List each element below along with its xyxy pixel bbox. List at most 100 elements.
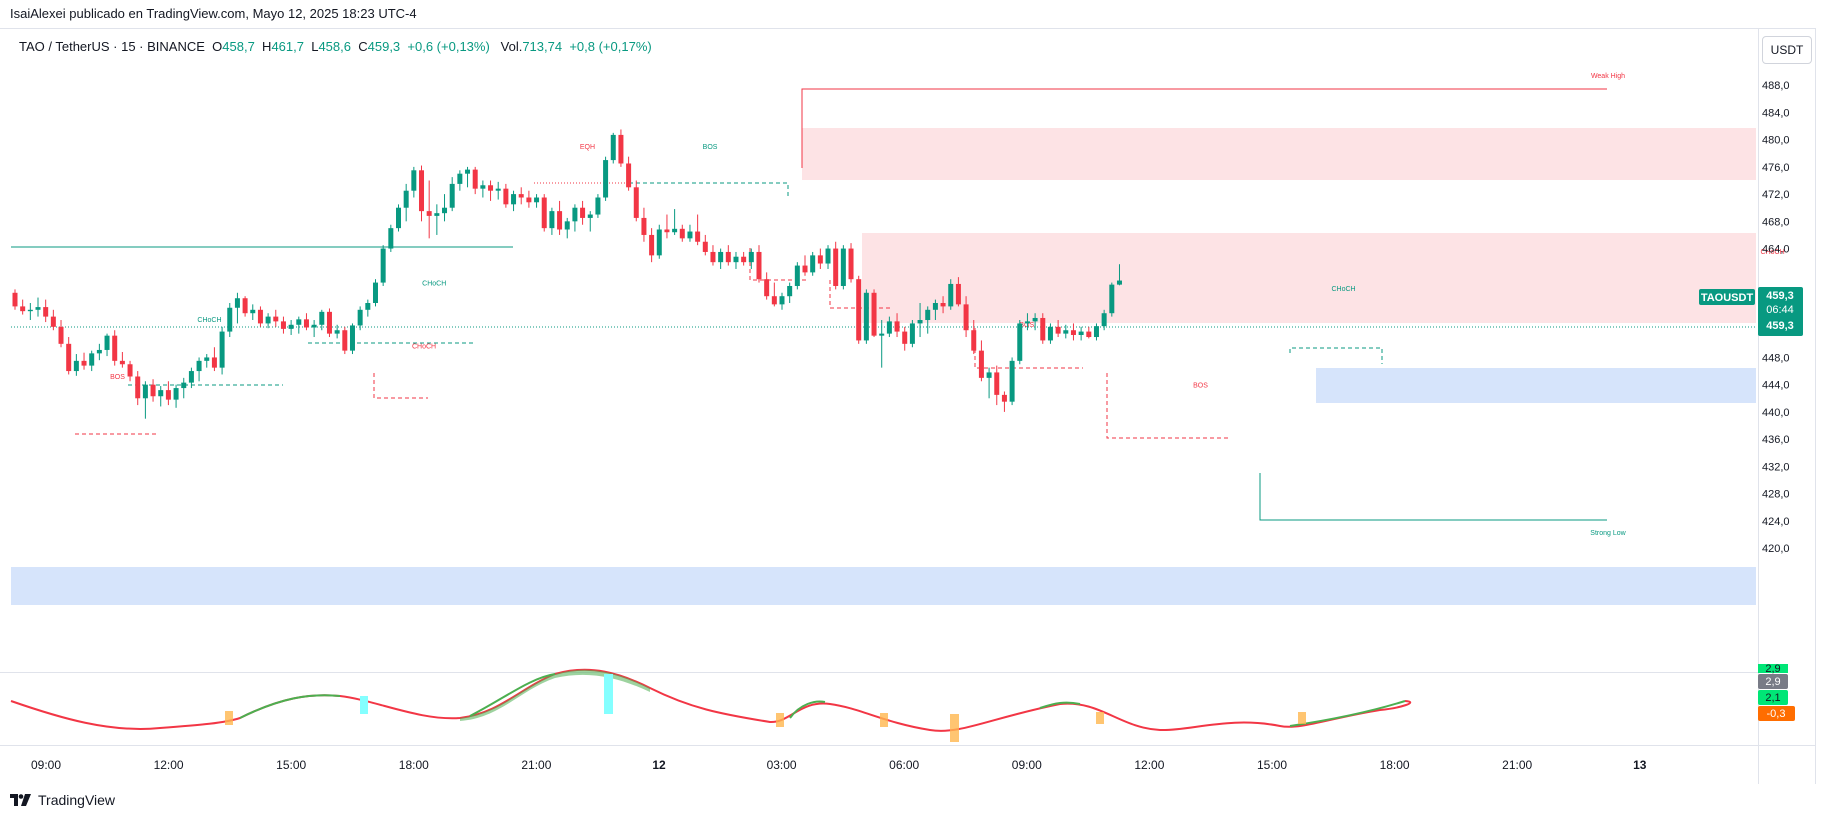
- price-tick-label: 444,0: [1762, 380, 1790, 392]
- candle-body: [89, 353, 95, 366]
- candle-body: [403, 190, 409, 208]
- time-tick-label: 13: [1633, 758, 1647, 772]
- candle-body: [610, 134, 616, 161]
- time-tick-label: 15:00: [1257, 758, 1287, 772]
- candle-body: [564, 221, 570, 230]
- candle-body: [1078, 331, 1084, 335]
- demand-zone-right: [1316, 368, 1756, 403]
- candle-body: [296, 319, 302, 325]
- candle-body: [679, 228, 685, 239]
- candle-body: [349, 325, 355, 351]
- candle-body: [1116, 280, 1122, 285]
- candle-body: [871, 292, 877, 336]
- candle-body: [710, 251, 716, 263]
- structure-label: BOS: [110, 374, 125, 381]
- candle-body: [442, 207, 448, 214]
- osc-value-3: -0,3: [1767, 708, 1786, 720]
- candle-body: [863, 292, 869, 341]
- candle-body: [27, 309, 33, 312]
- time-scale: 09:00 12:00 15:00 18:00 21:00 12 03:00 06:00 09:…: [31, 758, 1647, 772]
- price-tick-label: 464,0: [1762, 244, 1790, 256]
- candle-body: [825, 248, 831, 264]
- candle-body: [909, 323, 915, 344]
- candle-body: [618, 134, 624, 164]
- last-price-tag-2: 459,3: [1766, 320, 1794, 332]
- candle-body: [434, 213, 440, 216]
- time-tick-label: 21:00: [521, 758, 551, 772]
- candle-body: [971, 330, 977, 351]
- time-tick-label: 21:00: [1502, 758, 1532, 772]
- candle-body: [472, 169, 478, 189]
- structure-label: BOS: [1193, 382, 1208, 389]
- candle-body: [1086, 331, 1092, 338]
- countdown-tag: 06:44: [1766, 304, 1794, 316]
- price-tick-label: 420,0: [1762, 543, 1790, 555]
- candle-body: [1017, 323, 1023, 361]
- price-chart[interactable]: Weak High Strong Low BOS CHoCH CHoCH CHoCH E…: [0, 28, 1826, 784]
- candle-body: [978, 350, 984, 378]
- candle-body: [641, 217, 647, 235]
- high-value: 461,7: [271, 39, 304, 54]
- structure-label: CHoCH: [1761, 249, 1785, 256]
- candle-body: [1109, 284, 1115, 314]
- candle-body: [388, 228, 394, 249]
- candle-body: [787, 285, 793, 297]
- candle-body: [1040, 317, 1046, 341]
- candle-body: [534, 197, 540, 203]
- candle-body: [181, 382, 187, 389]
- candle-body: [587, 214, 593, 218]
- candle-body: [66, 343, 72, 372]
- time-tick-label: 03:00: [767, 758, 797, 772]
- candle-body: [511, 194, 517, 205]
- candle-body: [557, 211, 563, 230]
- price-tick-label: 424,0: [1762, 516, 1790, 528]
- time-tick-label: 12:00: [1134, 758, 1164, 772]
- candle-body: [1093, 326, 1099, 338]
- candle-body: [280, 321, 286, 329]
- candle-body: [687, 231, 693, 239]
- time-tick-label: 18:00: [399, 758, 429, 772]
- time-tick-label: 18:00: [1380, 758, 1410, 772]
- symbol-tag: TAOUSDT: [1701, 292, 1754, 304]
- structure-label: CHoCH: [422, 280, 446, 287]
- open-value: 458,7: [222, 39, 255, 54]
- candle-body: [234, 298, 240, 308]
- candle-body: [603, 160, 609, 198]
- currency-button[interactable]: USDT: [1762, 36, 1812, 64]
- change-value: +0,6 (+0,13%): [407, 39, 490, 54]
- candle-body: [664, 229, 670, 233]
- candle-body: [541, 197, 547, 229]
- candle-body: [273, 316, 279, 322]
- candle-body: [940, 303, 946, 307]
- candle-body: [219, 331, 225, 368]
- candle-body: [188, 371, 194, 383]
- candle-body: [1063, 330, 1069, 334]
- chart-frame: Weak High Strong Low BOS CHoCH CHoCH CHoCH E…: [0, 28, 1826, 784]
- price-tag-group: TAOUSDT 459,3 06:44 459,3: [1699, 287, 1803, 336]
- candle-body: [288, 324, 294, 329]
- candle-body: [1101, 313, 1107, 327]
- candle-body: [771, 296, 777, 305]
- price-tick-label: 472,0: [1762, 189, 1790, 201]
- candle-body: [779, 296, 785, 305]
- volume-value: 713,74: [522, 39, 563, 54]
- candle-body: [526, 197, 532, 203]
- candle-body: [963, 304, 969, 331]
- candle-body: [380, 248, 386, 283]
- candle-body: [150, 384, 156, 397]
- candle-body: [20, 306, 26, 312]
- price-tick-label: 436,0: [1762, 434, 1790, 446]
- candle-body: [894, 321, 900, 332]
- candle-body: [848, 248, 854, 280]
- candle-body: [1009, 360, 1015, 402]
- candle-body: [764, 279, 770, 297]
- candle-body: [465, 169, 471, 174]
- candle-body: [357, 309, 363, 326]
- price-tick-label: 484,0: [1762, 107, 1790, 119]
- candle-body: [12, 292, 18, 307]
- symbol-name[interactable]: TAO / TetherUS · 15 · BINANCE: [19, 39, 205, 54]
- candle-body: [595, 197, 601, 215]
- candle-body: [135, 376, 141, 399]
- candle-body: [1070, 330, 1076, 335]
- candle-body: [173, 388, 179, 400]
